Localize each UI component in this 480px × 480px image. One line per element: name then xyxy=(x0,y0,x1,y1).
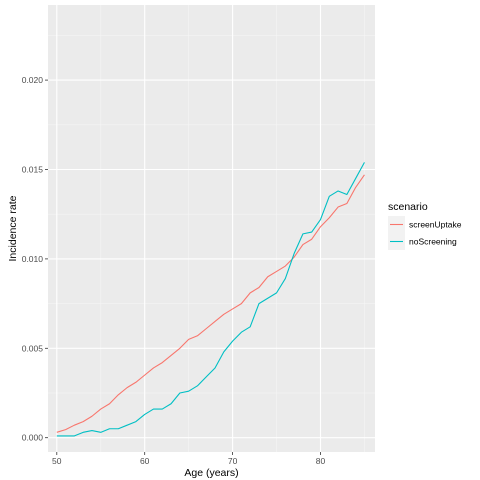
x-axis-title: Age (years) xyxy=(184,467,238,479)
plot-panel xyxy=(48,5,375,452)
major-gridlines xyxy=(48,5,375,452)
legend-label: screenUptake xyxy=(409,220,462,230)
y-axis: 0.000 0.005 0.010 0.015 0.020 xyxy=(22,75,48,443)
y-tick-label: 0.005 xyxy=(22,343,44,353)
series-line-noScreening xyxy=(56,162,365,437)
legend: scenario screenUptake noScreening xyxy=(388,201,462,250)
y-tick-label: 0.015 xyxy=(22,164,44,174)
series-line-screenUptake xyxy=(56,174,365,433)
legend-label: noScreening xyxy=(409,237,457,247)
y-axis-title: Incidence rate xyxy=(7,195,19,261)
y-tick-label: 0.020 xyxy=(22,75,44,85)
x-tick-label: 80 xyxy=(316,456,326,466)
series-lines xyxy=(56,162,365,437)
x-axis: 50 60 70 80 xyxy=(52,452,325,466)
legend-title: scenario xyxy=(388,201,428,213)
x-tick-label: 50 xyxy=(52,456,62,466)
y-tick-label: 0.010 xyxy=(22,254,44,264)
x-tick-label: 60 xyxy=(140,456,150,466)
y-tick-label: 0.000 xyxy=(22,433,44,443)
x-tick-label: 70 xyxy=(228,456,238,466)
